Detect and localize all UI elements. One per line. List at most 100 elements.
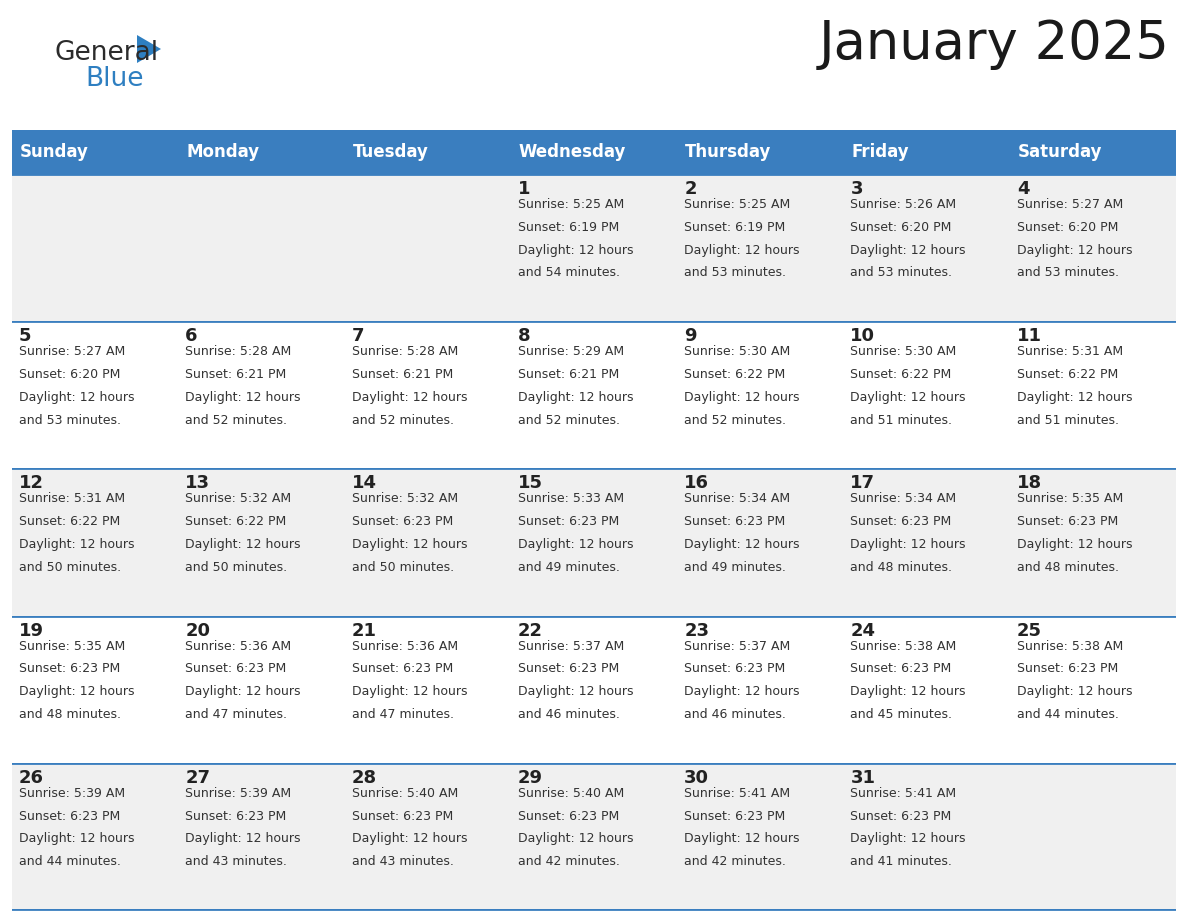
Text: 26: 26 (19, 768, 44, 787)
Text: and 53 minutes.: and 53 minutes. (1017, 266, 1119, 279)
Text: Sunset: 6:23 PM: Sunset: 6:23 PM (19, 810, 120, 823)
Text: and 52 minutes.: and 52 minutes. (185, 414, 287, 427)
Text: Daylight: 12 hours: Daylight: 12 hours (185, 833, 301, 845)
Text: Sunrise: 5:26 AM: Sunrise: 5:26 AM (851, 198, 956, 211)
Text: Sunrise: 5:38 AM: Sunrise: 5:38 AM (1017, 640, 1123, 653)
Text: and 53 minutes.: and 53 minutes. (684, 266, 786, 279)
Text: and 41 minutes.: and 41 minutes. (851, 856, 953, 868)
Text: 3: 3 (851, 180, 862, 198)
Text: Sunrise: 5:27 AM: Sunrise: 5:27 AM (1017, 198, 1123, 211)
Text: and 47 minutes.: and 47 minutes. (352, 708, 454, 721)
Text: Daylight: 12 hours: Daylight: 12 hours (1017, 391, 1132, 404)
Text: and 50 minutes.: and 50 minutes. (352, 561, 454, 574)
Text: Sunrise: 5:41 AM: Sunrise: 5:41 AM (684, 787, 790, 800)
Text: Daylight: 12 hours: Daylight: 12 hours (352, 391, 467, 404)
Text: Sunset: 6:23 PM: Sunset: 6:23 PM (684, 810, 785, 823)
Text: Sunset: 6:22 PM: Sunset: 6:22 PM (19, 515, 120, 528)
Text: Sunset: 6:23 PM: Sunset: 6:23 PM (851, 515, 952, 528)
Text: 2: 2 (684, 180, 696, 198)
Text: Daylight: 12 hours: Daylight: 12 hours (684, 685, 800, 699)
Text: and 48 minutes.: and 48 minutes. (19, 708, 121, 721)
Text: Sunset: 6:23 PM: Sunset: 6:23 PM (352, 663, 453, 676)
Text: Sunday: Sunday (20, 143, 89, 161)
Text: Sunset: 6:23 PM: Sunset: 6:23 PM (1017, 515, 1118, 528)
Text: Sunset: 6:23 PM: Sunset: 6:23 PM (518, 515, 619, 528)
Text: Sunrise: 5:37 AM: Sunrise: 5:37 AM (684, 640, 790, 653)
Text: Sunset: 6:21 PM: Sunset: 6:21 PM (352, 368, 453, 381)
Bar (677, 130, 843, 174)
Text: and 44 minutes.: and 44 minutes. (1017, 708, 1119, 721)
Text: 21: 21 (352, 621, 377, 640)
Text: Sunset: 6:23 PM: Sunset: 6:23 PM (185, 810, 286, 823)
Text: 8: 8 (518, 327, 531, 345)
Text: 14: 14 (352, 475, 377, 492)
Text: and 50 minutes.: and 50 minutes. (185, 561, 287, 574)
Text: Daylight: 12 hours: Daylight: 12 hours (518, 685, 633, 699)
Text: Sunrise: 5:27 AM: Sunrise: 5:27 AM (19, 345, 125, 358)
Text: Daylight: 12 hours: Daylight: 12 hours (19, 833, 134, 845)
Text: Sunrise: 5:25 AM: Sunrise: 5:25 AM (518, 198, 624, 211)
Text: and 53 minutes.: and 53 minutes. (851, 266, 953, 279)
Text: Sunset: 6:23 PM: Sunset: 6:23 PM (352, 810, 453, 823)
Text: Sunrise: 5:29 AM: Sunrise: 5:29 AM (518, 345, 624, 358)
Text: and 53 minutes.: and 53 minutes. (19, 414, 121, 427)
Text: 16: 16 (684, 475, 709, 492)
Text: Daylight: 12 hours: Daylight: 12 hours (1017, 685, 1132, 699)
Text: Sunrise: 5:36 AM: Sunrise: 5:36 AM (185, 640, 291, 653)
Bar (12, 130, 178, 174)
Text: Daylight: 12 hours: Daylight: 12 hours (851, 391, 966, 404)
Text: 18: 18 (1017, 475, 1042, 492)
Text: and 48 minutes.: and 48 minutes. (1017, 561, 1119, 574)
Text: Wednesday: Wednesday (519, 143, 626, 161)
Text: Sunset: 6:22 PM: Sunset: 6:22 PM (684, 368, 785, 381)
Text: Sunrise: 5:34 AM: Sunrise: 5:34 AM (684, 492, 790, 506)
Text: Daylight: 12 hours: Daylight: 12 hours (851, 833, 966, 845)
Bar (345, 130, 511, 174)
Text: Daylight: 12 hours: Daylight: 12 hours (19, 685, 134, 699)
Text: and 48 minutes.: and 48 minutes. (851, 561, 953, 574)
Text: 19: 19 (19, 621, 44, 640)
Text: Sunset: 6:21 PM: Sunset: 6:21 PM (518, 368, 619, 381)
Text: 6: 6 (185, 327, 197, 345)
Text: 31: 31 (851, 768, 876, 787)
Text: Sunrise: 5:31 AM: Sunrise: 5:31 AM (1017, 345, 1123, 358)
Bar (178, 130, 345, 174)
Text: Sunrise: 5:39 AM: Sunrise: 5:39 AM (185, 787, 291, 800)
Text: 4: 4 (1017, 180, 1029, 198)
Text: Sunrise: 5:30 AM: Sunrise: 5:30 AM (851, 345, 956, 358)
Text: Daylight: 12 hours: Daylight: 12 hours (352, 685, 467, 699)
Text: Sunrise: 5:32 AM: Sunrise: 5:32 AM (185, 492, 291, 506)
Text: Blue: Blue (86, 66, 144, 92)
Text: Daylight: 12 hours: Daylight: 12 hours (684, 833, 800, 845)
Text: Friday: Friday (852, 143, 909, 161)
Bar (511, 130, 677, 174)
Text: Sunrise: 5:39 AM: Sunrise: 5:39 AM (19, 787, 125, 800)
Text: and 49 minutes.: and 49 minutes. (684, 561, 786, 574)
Text: Sunset: 6:20 PM: Sunset: 6:20 PM (1017, 221, 1118, 234)
Text: 11: 11 (1017, 327, 1042, 345)
Text: Sunset: 6:20 PM: Sunset: 6:20 PM (851, 221, 952, 234)
Text: Sunrise: 5:33 AM: Sunrise: 5:33 AM (518, 492, 624, 506)
Text: Daylight: 12 hours: Daylight: 12 hours (684, 243, 800, 257)
Text: Daylight: 12 hours: Daylight: 12 hours (185, 391, 301, 404)
Text: 7: 7 (352, 327, 364, 345)
Text: Sunset: 6:22 PM: Sunset: 6:22 PM (851, 368, 952, 381)
Text: and 44 minutes.: and 44 minutes. (19, 856, 121, 868)
Text: Sunset: 6:21 PM: Sunset: 6:21 PM (185, 368, 286, 381)
Text: and 43 minutes.: and 43 minutes. (185, 856, 287, 868)
Text: 1: 1 (518, 180, 530, 198)
Text: Daylight: 12 hours: Daylight: 12 hours (518, 538, 633, 551)
Text: Daylight: 12 hours: Daylight: 12 hours (684, 391, 800, 404)
Text: Sunset: 6:23 PM: Sunset: 6:23 PM (851, 810, 952, 823)
Text: Sunset: 6:20 PM: Sunset: 6:20 PM (19, 368, 120, 381)
Text: Sunrise: 5:38 AM: Sunrise: 5:38 AM (851, 640, 956, 653)
Text: Sunrise: 5:30 AM: Sunrise: 5:30 AM (684, 345, 790, 358)
Text: Daylight: 12 hours: Daylight: 12 hours (684, 538, 800, 551)
Text: Sunrise: 5:25 AM: Sunrise: 5:25 AM (684, 198, 790, 211)
Text: and 54 minutes.: and 54 minutes. (518, 266, 620, 279)
Text: Sunrise: 5:40 AM: Sunrise: 5:40 AM (352, 787, 457, 800)
Bar (1010, 130, 1176, 174)
Text: and 46 minutes.: and 46 minutes. (684, 708, 786, 721)
Text: Sunrise: 5:37 AM: Sunrise: 5:37 AM (518, 640, 624, 653)
Text: Daylight: 12 hours: Daylight: 12 hours (185, 538, 301, 551)
